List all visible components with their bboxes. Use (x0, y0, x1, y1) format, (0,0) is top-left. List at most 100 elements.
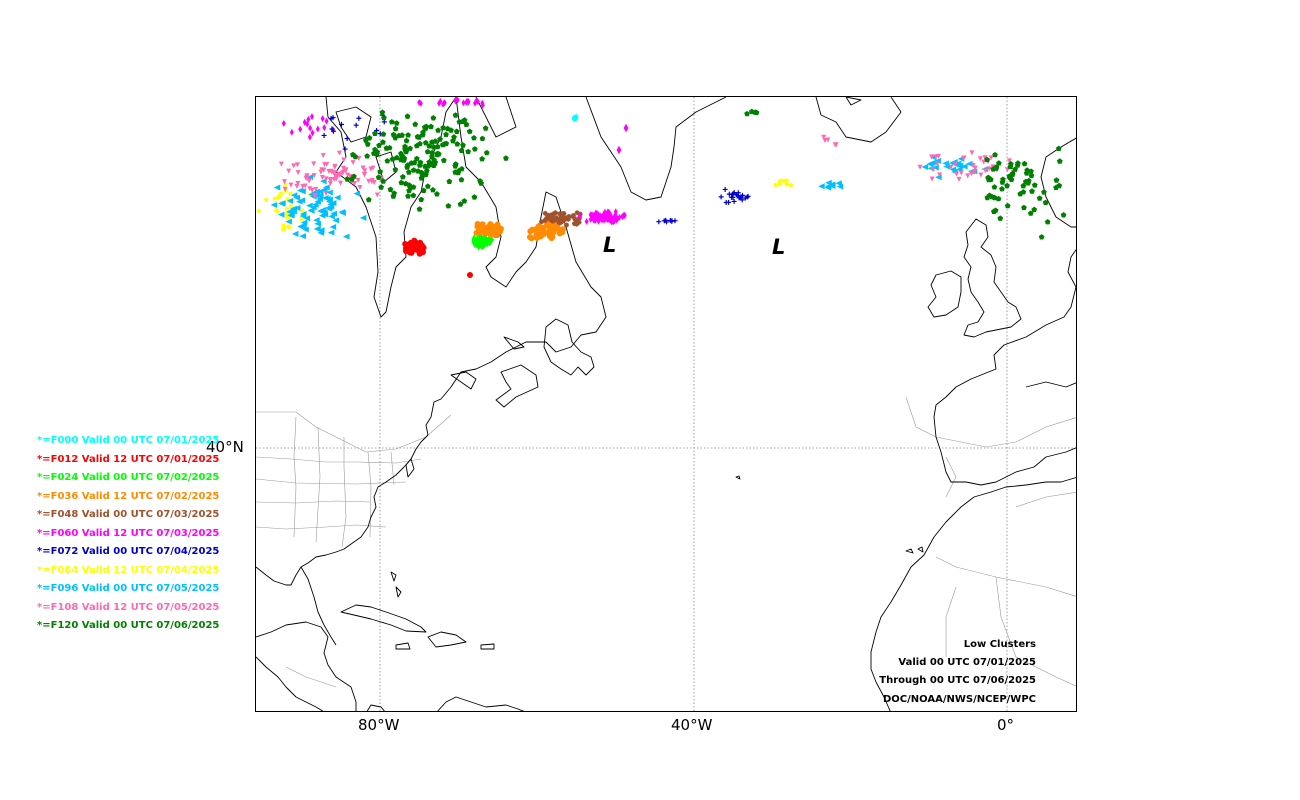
cluster-point (324, 117, 329, 125)
cluster-point (302, 183, 308, 189)
cluster-point (483, 149, 490, 156)
cluster-point (336, 150, 342, 156)
cluster-point (961, 155, 967, 161)
cluster-point (285, 215, 290, 220)
cluster-point (1060, 212, 1067, 218)
cluster-point (404, 164, 410, 170)
cluster-point (364, 153, 370, 159)
cluster-point (444, 125, 451, 132)
cluster-point (408, 249, 415, 256)
cluster-point (450, 137, 456, 144)
cluster-point (472, 146, 478, 152)
cluster-point (336, 171, 342, 177)
cluster-point (443, 131, 449, 137)
cluster-point (545, 213, 551, 219)
cluster-point (942, 160, 949, 167)
cluster-point (343, 168, 349, 174)
cluster-point (340, 165, 346, 171)
cluster-point (986, 166, 992, 172)
cluster-point (949, 166, 957, 173)
cluster-point (427, 161, 433, 167)
cluster-point (372, 130, 378, 136)
cluster-point (570, 213, 576, 219)
cluster-point (327, 180, 333, 186)
cluster-point (483, 225, 490, 232)
cluster-point (401, 157, 407, 163)
cluster-point (935, 153, 941, 159)
cluster-point (549, 212, 555, 218)
cluster-point (311, 173, 317, 179)
cluster-point (410, 192, 417, 198)
cluster-point (422, 139, 429, 146)
cluster-point (392, 166, 399, 173)
cluster-point (455, 97, 460, 104)
cluster-point (278, 191, 283, 196)
cluster-point (453, 128, 460, 134)
cluster-point (289, 206, 297, 213)
cluster-point (281, 227, 286, 232)
lat-label-40n: 40°N (206, 438, 244, 456)
cluster-point (836, 183, 844, 190)
cluster-point (291, 230, 299, 237)
cluster-point (270, 202, 278, 209)
cluster-point (934, 161, 940, 167)
cluster-point (566, 213, 572, 219)
cluster-point (330, 115, 336, 121)
cluster-point (1007, 163, 1014, 170)
cluster-point (352, 181, 358, 187)
cluster-point (465, 148, 471, 155)
cluster-point (574, 218, 580, 224)
cluster-point (474, 237, 480, 246)
cluster-point (316, 195, 323, 202)
cluster-point (571, 114, 576, 122)
cluster-point (418, 242, 425, 249)
cluster-point (429, 149, 435, 156)
cluster-point (965, 173, 971, 179)
cluster-point (731, 198, 737, 204)
cluster-point (784, 182, 789, 187)
legend-item-f096: *=F096 Valid 00 UTC 07/05/2025 (37, 583, 220, 594)
cluster-point (359, 214, 367, 221)
cluster-point (286, 168, 292, 174)
cluster-point (425, 183, 431, 189)
cluster-point (306, 178, 312, 184)
cluster-point (475, 98, 480, 106)
cluster-point (288, 191, 293, 196)
cluster-point (321, 167, 327, 173)
cluster-point (319, 175, 325, 181)
cluster-point (656, 219, 662, 225)
cluster-point (424, 167, 430, 174)
cluster-point (997, 215, 1004, 221)
cluster-point (471, 194, 478, 200)
cluster-point (373, 151, 380, 157)
cluster-point (1031, 206, 1038, 212)
cluster-point (307, 186, 313, 192)
cluster-point (414, 133, 421, 140)
cluster-point (536, 230, 543, 237)
legend-item-f000: *=F000 Valid 00 UTC 07/01/2025 (37, 435, 220, 446)
cluster-point (983, 168, 989, 174)
cluster-point (484, 238, 490, 248)
cluster-point (561, 211, 567, 217)
cluster-point (992, 151, 998, 158)
cluster-point (540, 225, 547, 232)
cluster-point (411, 159, 418, 166)
cluster-point (380, 131, 387, 137)
cluster-point (300, 208, 305, 213)
cluster-point (321, 132, 327, 138)
cluster-point (784, 178, 789, 183)
cluster-point (1023, 170, 1030, 176)
cluster-point (1056, 158, 1063, 164)
cluster-point (622, 211, 627, 219)
cluster-point (275, 209, 280, 214)
cluster-point (342, 146, 348, 152)
cluster-point (608, 211, 613, 219)
cluster-point (982, 155, 988, 161)
cluster-point (393, 120, 400, 126)
cluster-point (295, 170, 301, 176)
cluster-point (593, 216, 598, 224)
cluster-point (487, 221, 494, 228)
legend-item-f012: *=F012 Valid 12 UTC 07/01/2025 (37, 453, 220, 465)
cluster-point (535, 223, 542, 230)
cluster-point (282, 179, 288, 185)
